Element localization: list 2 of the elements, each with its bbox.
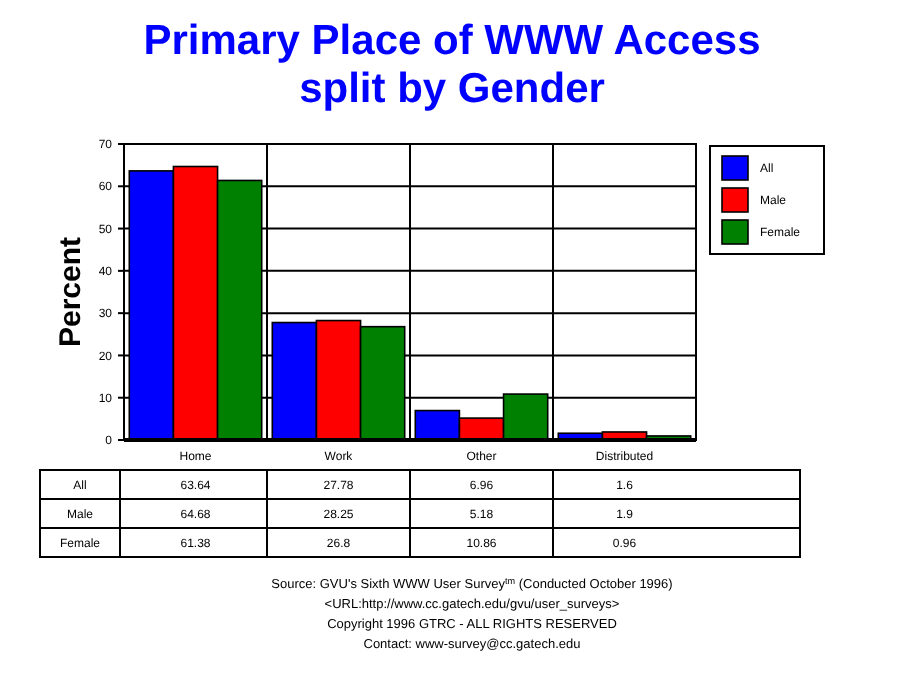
chart-title: Primary Place of WWW Access split by Gender (143, 18, 761, 112)
y-axis-title: Percent (54, 236, 88, 348)
